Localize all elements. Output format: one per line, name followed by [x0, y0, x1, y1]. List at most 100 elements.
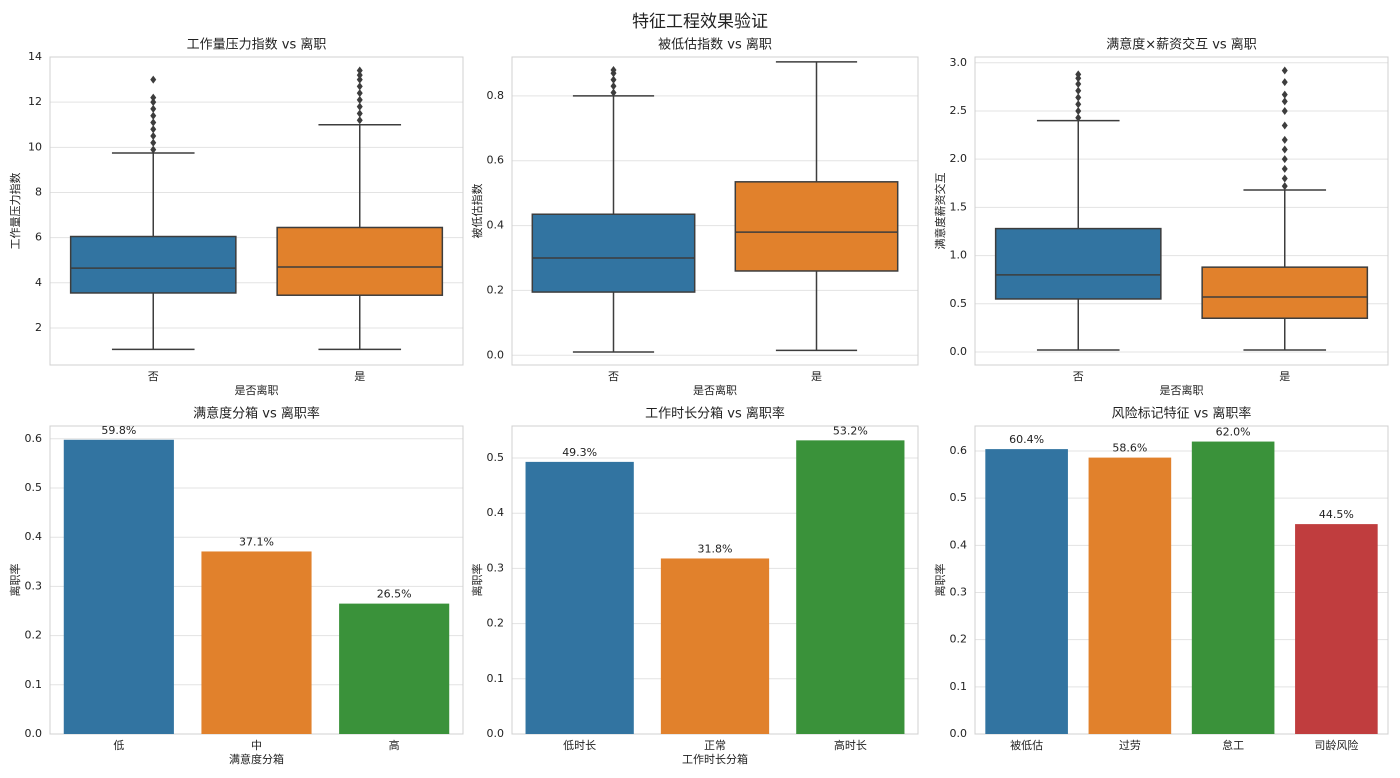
y-tick-label: 0.4 — [950, 538, 968, 551]
x-tick-label: 否 — [148, 370, 159, 383]
x-tick-label: 是 — [354, 370, 365, 383]
outlier — [356, 109, 363, 118]
outlier — [356, 66, 363, 75]
y-tick-label: 0.0 — [487, 727, 505, 740]
box — [734, 181, 899, 272]
value-label: 44.5% — [1319, 508, 1354, 521]
outlier — [1281, 145, 1288, 154]
value-label: 49.3% — [562, 446, 597, 459]
x-axis-label: 是否离职 — [693, 383, 737, 397]
outlier — [1281, 97, 1288, 106]
y-tick-label: 0.6 — [950, 444, 968, 457]
y-tick-label: 0.6 — [25, 432, 43, 445]
y-tick-label: 0.2 — [487, 283, 505, 296]
outlier — [150, 138, 157, 147]
x-tick-label: 否 — [1073, 370, 1084, 383]
value-label: 58.6% — [1112, 442, 1147, 455]
y-axis-label: 被低估指数 — [470, 184, 484, 239]
value-label: 62.0% — [1216, 426, 1251, 439]
x-tick-label: 是 — [811, 370, 822, 383]
bar — [660, 558, 770, 734]
y-tick-label: 0.1 — [25, 678, 43, 691]
outlier — [610, 75, 617, 84]
x-tick-label: 正常 — [704, 739, 726, 752]
outlier — [1281, 121, 1288, 130]
outlier — [1281, 66, 1288, 75]
outlier — [150, 75, 157, 84]
bar — [63, 439, 174, 734]
x-axis-label: 是否离职 — [235, 383, 279, 397]
outlier — [356, 71, 363, 80]
outlier — [356, 89, 363, 98]
y-tick-label: 1.5 — [950, 200, 968, 213]
outlier — [150, 145, 157, 154]
bar — [339, 603, 450, 734]
y-tick-label: 0.5 — [487, 451, 505, 464]
bar — [985, 449, 1068, 734]
outlier — [150, 132, 157, 141]
bar — [201, 551, 312, 734]
y-tick-label: 0.0 — [950, 345, 968, 358]
y-tick-label: 1.0 — [950, 249, 968, 262]
outlier — [1075, 70, 1082, 79]
chart-title: 工作量压力指数 vs 离职 — [187, 37, 327, 53]
value-label: 59.8% — [101, 424, 136, 437]
chart-title: 风险标记特征 vs 离职率 — [1112, 406, 1252, 422]
value-label: 31.8% — [698, 542, 733, 555]
y-tick-label: 2.5 — [950, 104, 968, 117]
bar — [796, 440, 905, 734]
x-tick-label: 过劳 — [1119, 739, 1141, 752]
y-axis-label: 满意度薪资交互 — [933, 173, 947, 250]
x-tick-label: 被低估 — [1010, 739, 1043, 752]
y-tick-label: 0.2 — [950, 633, 968, 646]
plot-frame — [974, 56, 1389, 366]
x-tick-label: 否 — [608, 370, 619, 383]
y-tick-label: 3.0 — [950, 56, 968, 69]
outlier — [150, 125, 157, 134]
plot-frame — [974, 425, 1389, 735]
chart-title: 满意度分箱 vs 离职率 — [193, 406, 320, 422]
value-label: 60.4% — [1009, 433, 1044, 446]
outlier — [150, 104, 157, 113]
plot-frame — [49, 56, 464, 366]
y-tick-label: 6 — [35, 231, 42, 244]
value-label: 53.2% — [833, 424, 868, 437]
x-tick-label: 怠工 — [1222, 738, 1244, 752]
chart-title: 工作时长分箱 vs 离职率 — [645, 406, 785, 422]
y-tick-label: 0.2 — [25, 629, 43, 642]
y-tick-label: 0.0 — [950, 727, 968, 740]
bar — [1088, 457, 1172, 734]
y-axis-label: 离职率 — [8, 564, 22, 597]
y-tick-label: 0.0 — [487, 348, 505, 361]
outlier — [1075, 113, 1082, 122]
x-tick-label: 低 — [113, 739, 124, 752]
outlier — [1281, 135, 1288, 144]
outlier — [1281, 164, 1288, 173]
y-tick-label: 4 — [35, 276, 42, 289]
y-tick-label: 0.2 — [487, 617, 505, 630]
outlier — [1281, 106, 1288, 115]
y-tick-label: 0.1 — [950, 680, 968, 693]
y-axis-label: 工作量压力指数 — [8, 173, 22, 250]
outlier — [356, 116, 363, 125]
chart-title: 被低估指数 vs 离职 — [658, 37, 772, 53]
outlier — [150, 98, 157, 107]
x-axis-label: 满意度分箱 — [229, 752, 284, 766]
y-tick-label: 0.3 — [25, 579, 43, 592]
outlier — [1075, 100, 1082, 109]
box — [1201, 266, 1369, 319]
outlier — [150, 118, 157, 127]
outlier — [1075, 79, 1082, 88]
y-tick-label: 2 — [35, 321, 42, 334]
y-axis-label: 离职率 — [933, 564, 947, 597]
y-tick-label: 0.3 — [950, 585, 968, 598]
y-tick-label: 0.8 — [487, 89, 505, 102]
chart-title: 满意度×薪资交互 vs 离职 — [1106, 37, 1257, 53]
box — [531, 213, 696, 293]
outlier — [610, 88, 617, 97]
y-tick-label: 14 — [28, 50, 42, 63]
outlier — [1281, 174, 1288, 183]
x-tick-label: 中 — [251, 739, 262, 752]
y-tick-label: 0.4 — [487, 506, 505, 519]
y-tick-label: 0.1 — [487, 672, 505, 685]
